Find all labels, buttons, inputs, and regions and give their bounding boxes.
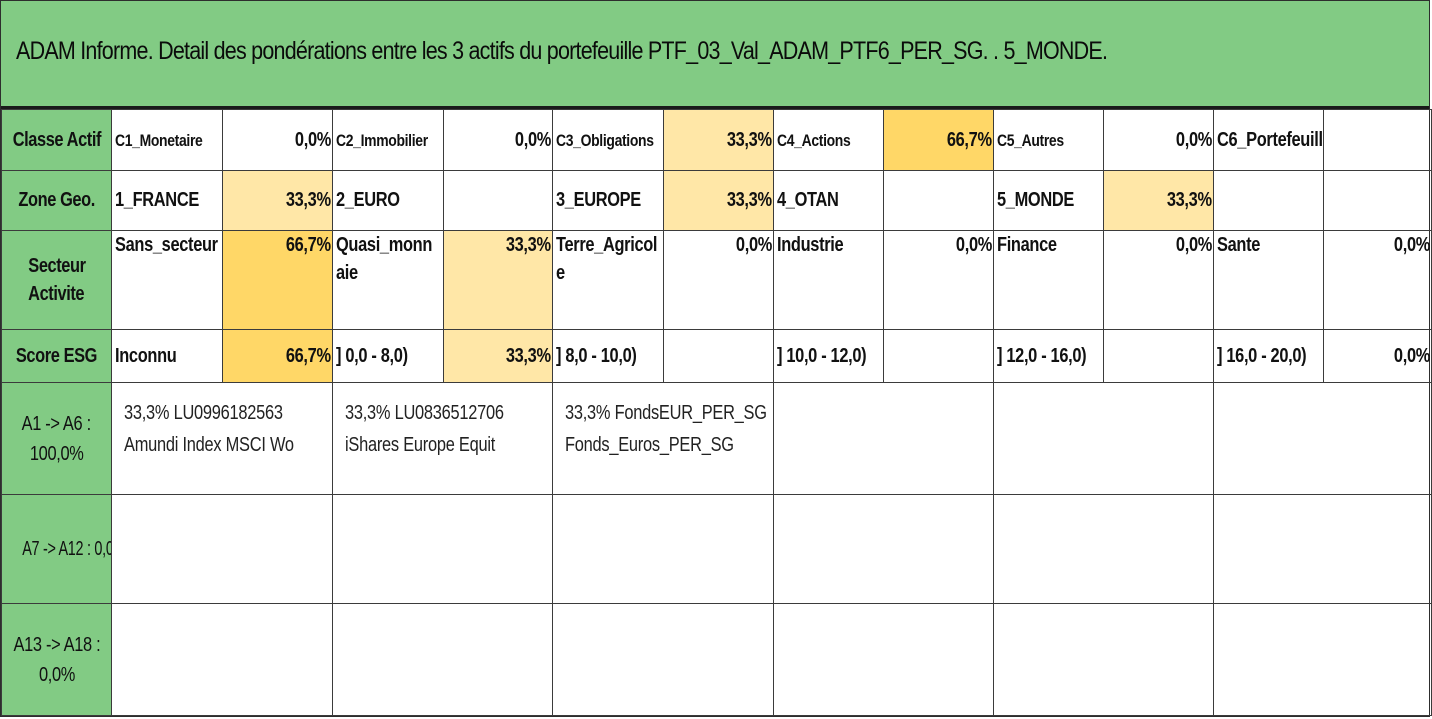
cell-c1-name[interactable]: C1_Monetaire — [111, 109, 223, 171]
cell-zone5-name[interactable]: 5_MONDE — [993, 170, 1104, 231]
cell-c4-value[interactable]: 66,7% — [883, 109, 994, 171]
row-secteur-activite: Secteur Activite Sans_secteur 66,7% Quasi… — [1, 230, 1432, 330]
cell-sect4-name[interactable]: Industrie — [773, 230, 884, 330]
cell-c2-value[interactable]: 0,0% — [443, 109, 553, 171]
cell-esg4-value[interactable] — [883, 329, 994, 383]
cell-c1-value[interactable]: 0,0% — [222, 109, 333, 171]
cell-c5-value[interactable]: 0,0% — [1103, 109, 1214, 171]
cell-c5-name[interactable]: C5_Autres — [993, 109, 1104, 171]
cell-esg1-value[interactable]: 66,7% — [222, 329, 333, 383]
group-header-a1-a6: A1 -> A6 :100,0% — [1, 382, 112, 495]
cell-zone3-value[interactable]: 33,3% — [663, 170, 774, 231]
cell-esg5-value[interactable] — [1103, 329, 1214, 383]
asset-slot-4[interactable] — [773, 382, 994, 495]
row-header-esg: Score ESG — [1, 329, 112, 383]
cell-zone4-name[interactable]: 4_OTAN — [773, 170, 884, 231]
asset-slot-16[interactable] — [773, 603, 994, 716]
row-assets-a13-a18: A13 -> A18 :0,0% — [1, 603, 1432, 716]
cell-c3-value[interactable]: 33,3% — [663, 109, 774, 171]
group-header-a7-a12: A7 -> A12 : 0,0% — [1, 494, 112, 604]
row-assets-a1-a6: A1 -> A6 :100,0% 33,3% LU0996182563 Amund… — [1, 382, 1432, 495]
asset-slot-13[interactable] — [111, 603, 333, 716]
cell-sect1-name[interactable]: Sans_secteur — [111, 230, 223, 330]
cell-sect2-name[interactable]: Quasi_monn aie — [332, 230, 444, 330]
cell-c6-value[interactable] — [1323, 109, 1432, 171]
cell-sect4-value[interactable]: 0,0% — [883, 230, 994, 330]
asset-slot-15[interactable] — [552, 603, 774, 716]
cell-esg1-name[interactable]: Inconnu — [111, 329, 223, 383]
cell-c6-name[interactable]: C6_Portefeuill — [1213, 109, 1324, 171]
cell-zone1-value[interactable]: 33,3% — [222, 170, 333, 231]
cell-sect2-value[interactable]: 33,3% — [443, 230, 553, 330]
cell-esg2-value[interactable]: 33,3% — [443, 329, 553, 383]
asset-slot-17[interactable] — [993, 603, 1214, 716]
asset-slot-6[interactable] — [1213, 382, 1432, 495]
cell-sect6-name[interactable]: Sante — [1213, 230, 1324, 330]
cell-c4-name[interactable]: C4_Actions — [773, 109, 884, 171]
cell-c3-name[interactable]: C3_Obligations — [552, 109, 664, 171]
cell-esg3-value[interactable] — [663, 329, 774, 383]
asset-slot-1[interactable]: 33,3% LU0996182563 Amundi Index MSCI Wo — [111, 382, 333, 495]
group-header-a13-a18: A13 -> A18 :0,0% — [1, 603, 112, 716]
row-score-esg: Score ESG Inconnu 66,7% ] 0,0 - 8,0) 33,… — [1, 329, 1432, 383]
asset-slot-14[interactable] — [332, 603, 553, 716]
title-banner: ADAM Informe. Detail des pondérations en… — [1, 1, 1429, 109]
cell-esg2-name[interactable]: ] 0,0 - 8,0) — [332, 329, 444, 383]
row-assets-a7-a12: A7 -> A12 : 0,0% — [1, 494, 1432, 604]
cell-zone2-name[interactable]: 2_EURO — [332, 170, 444, 231]
cell-zone6-value[interactable] — [1323, 170, 1432, 231]
asset-slot-3[interactable]: 33,3% FondsEUR_PER_SG Fonds_Euros_PER_SG — [552, 382, 774, 495]
cell-esg5-name[interactable]: ] 12,0 - 16,0) — [993, 329, 1104, 383]
asset-slot-10[interactable] — [773, 494, 994, 604]
cell-c2-name[interactable]: C2_Immobilier — [332, 109, 444, 171]
asset-slot-12[interactable] — [1213, 494, 1432, 604]
allocation-table: Classe Actif C1_Monetaire 0,0% C2_Immobi… — [1, 109, 1432, 716]
cell-zone4-value[interactable] — [883, 170, 994, 231]
cell-sect5-value[interactable]: 0,0% — [1103, 230, 1214, 330]
asset-slot-2[interactable]: 33,3% LU0836512706 iShares Europe Equit — [332, 382, 553, 495]
asset-slot-18[interactable] — [1213, 603, 1432, 716]
asset-slot-11[interactable] — [993, 494, 1214, 604]
asset-slot-7[interactable] — [111, 494, 333, 604]
cell-esg6-value[interactable]: 0,0% — [1323, 329, 1432, 383]
asset-slot-5[interactable] — [993, 382, 1214, 495]
row-header-secteur: Secteur Activite — [1, 230, 112, 330]
cell-zone3-name[interactable]: 3_EUROPE — [552, 170, 664, 231]
cell-esg3-name[interactable]: ] 8,0 - 10,0) — [552, 329, 664, 383]
cell-zone5-value[interactable]: 33,3% — [1103, 170, 1214, 231]
cell-sect6-value[interactable]: 0,0% — [1323, 230, 1432, 330]
row-classe-actif: Classe Actif C1_Monetaire 0,0% C2_Immobi… — [1, 109, 1432, 171]
cell-zone2-value[interactable] — [443, 170, 553, 231]
row-header-zone: Zone Geo. — [1, 170, 112, 231]
report-title: ADAM Informe. Detail des pondérations en… — [16, 37, 1108, 65]
asset-slot-9[interactable] — [552, 494, 774, 604]
cell-sect5-name[interactable]: Finance — [993, 230, 1104, 330]
cell-esg6-name[interactable]: ] 16,0 - 20,0) — [1213, 329, 1324, 383]
cell-sect3-value[interactable]: 0,0% — [663, 230, 774, 330]
cell-sect3-name[interactable]: Terre_Agricol e — [552, 230, 664, 330]
cell-sect1-value[interactable]: 66,7% — [222, 230, 333, 330]
cell-zone6-name[interactable] — [1213, 170, 1324, 231]
row-header-classe: Classe Actif — [1, 109, 112, 171]
cell-zone1-name[interactable]: 1_FRANCE — [111, 170, 223, 231]
cell-esg4-name[interactable]: ] 10,0 - 12,0) — [773, 329, 884, 383]
row-zone-geo: Zone Geo. 1_FRANCE 33,3% 2_EURO 3_EUROPE… — [1, 170, 1432, 231]
asset-slot-8[interactable] — [332, 494, 553, 604]
